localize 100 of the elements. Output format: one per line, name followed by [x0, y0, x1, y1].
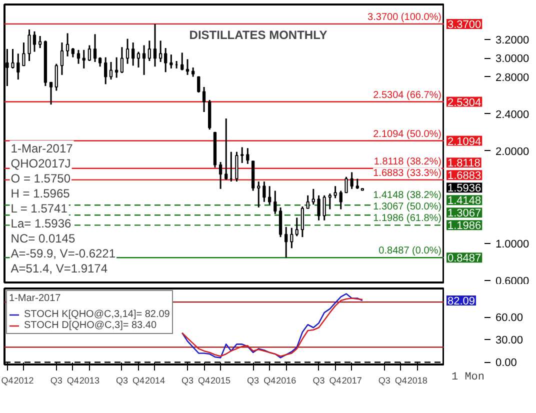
legend-label: STOCH K[QHO@C,3,14]= 82.09 — [24, 309, 170, 320]
ref-line-label: 1.1986 (61.8%) — [373, 213, 442, 224]
y-tick-label: 60.00 — [496, 312, 524, 324]
candlestick — [153, 23, 157, 68]
y-tick-label: 3.0000 — [496, 53, 530, 66]
text: 0.8487 — [448, 252, 482, 265]
text: 1.5936 — [448, 182, 482, 195]
x-tick-label: Q4 — [329, 376, 342, 386]
y-tick-label: 2.0000 — [496, 146, 530, 158]
x-tick-label: Q4 — [394, 376, 407, 386]
y-tick-label: 30.00 — [496, 334, 524, 347]
ref-line-label: 2.5304 (66.7%) — [373, 90, 442, 101]
candlestick — [240, 146, 244, 164]
x-tick-label: 2013 — [79, 376, 100, 386]
text: 3.3700 — [448, 18, 482, 31]
x-tick-label: 2014 — [144, 376, 166, 386]
candlestick — [202, 86, 206, 113]
ref-line-label: 0.8487 (0.0%) — [378, 246, 442, 257]
x-tick-label: Q4 — [198, 376, 210, 386]
candlestick — [22, 42, 26, 66]
x-tick-label: Q4 — [1, 376, 14, 386]
legend-label: 1.4148 (38.2%) — [373, 190, 442, 202]
candlestick — [312, 188, 315, 206]
candlestick — [300, 206, 304, 238]
candlestick — [268, 185, 272, 206]
annotation: L = 1.5741 — [10, 202, 68, 216]
annotation: A=-59.9, V=-0.6221 — [10, 246, 116, 260]
candlestick — [322, 194, 326, 222]
candlestick — [262, 180, 266, 203]
x-tick-label: 2016 — [276, 376, 296, 386]
candlestick — [290, 227, 294, 249]
text: 2.1094 — [448, 136, 482, 148]
candlestick — [49, 82, 53, 106]
ref-line-label: 1.8118 (38.2%) — [374, 156, 442, 168]
x-tick-label: Q3 — [312, 376, 325, 386]
candlestick — [180, 52, 184, 72]
x-tick-label: Q4 — [264, 376, 276, 386]
candlestick — [344, 176, 348, 194]
annotation: NC= 0.0145 — [10, 232, 76, 246]
x-tick-label: Q3 — [378, 376, 390, 386]
ref-line-label: 1.3067 (50.0%) — [373, 202, 442, 213]
candlestick — [82, 49, 86, 70]
candlestick — [224, 118, 228, 180]
annotation: H = 1.5965 — [10, 186, 70, 200]
annotation: O = 1.5750 — [10, 172, 71, 186]
candlestick — [284, 226, 288, 258]
candlestick — [76, 49, 80, 65]
x-tick-label: 2012 — [14, 376, 34, 386]
y-tick-label: 1.0000 — [496, 238, 530, 251]
candlestick — [218, 161, 222, 190]
text: 1 Mon — [451, 372, 485, 384]
candlestick — [246, 147, 250, 165]
annotation: A=51.4, V=1.9174 — [10, 262, 108, 276]
x-tick-label: Q4 — [132, 376, 144, 386]
text: 1.6883 — [448, 170, 482, 182]
annotation: 1-Mar-2017 — [10, 142, 74, 156]
y-tick-label: 2.4000 — [496, 108, 530, 121]
candlestick — [11, 48, 14, 70]
candlestick — [71, 47, 74, 58]
text: DISTILLATES MONTHLY — [189, 28, 328, 42]
candlestick — [132, 42, 135, 66]
candlestick — [88, 44, 92, 62]
ref-line-label: 2.1094 (50.0%) — [373, 128, 442, 140]
candlestick — [114, 56, 118, 78]
candlestick — [306, 194, 310, 210]
candlestick — [235, 151, 238, 182]
text: 1.8118 — [448, 158, 480, 170]
candlestick — [274, 190, 277, 215]
candlestick — [109, 61, 113, 80]
candlestick — [197, 76, 200, 94]
candlestick — [158, 40, 162, 63]
candlestick — [32, 30, 36, 53]
candlestick — [120, 46, 124, 74]
annotation: La= 1.5936 — [10, 216, 72, 230]
candlestick — [28, 28, 31, 62]
candlestick — [54, 63, 58, 92]
x-tick-label: 2015 — [210, 376, 231, 386]
candlestick — [164, 47, 168, 73]
candlestick — [317, 194, 320, 222]
x-tick-label: Q3 — [182, 376, 194, 386]
candlestick — [339, 190, 342, 210]
y-tick-label: 2.8000 — [496, 72, 530, 84]
candlestick — [104, 56, 108, 85]
text: 1.3067 — [448, 208, 482, 220]
x-tick-label: 2017 — [342, 376, 362, 386]
text: 1.1986 — [448, 220, 482, 232]
x-tick-label: Q3 — [247, 376, 260, 386]
x-tick-label: Q3 — [50, 376, 62, 386]
y-tick-label: 0.00 — [496, 357, 517, 370]
candlestick — [278, 206, 282, 238]
legend-label: STOCH D[QHO@C,3]= 83.40 — [24, 320, 157, 331]
legend-title: 1-Mar-2017 — [9, 293, 62, 304]
candlestick — [295, 216, 298, 237]
x-tick-label: Q3 — [116, 376, 128, 386]
candlestick — [93, 33, 97, 63]
candlestick — [126, 38, 130, 65]
candlestick — [136, 51, 140, 68]
text: 2.5304 — [448, 96, 482, 109]
candlestick — [60, 42, 64, 76]
candlestick — [148, 40, 152, 62]
